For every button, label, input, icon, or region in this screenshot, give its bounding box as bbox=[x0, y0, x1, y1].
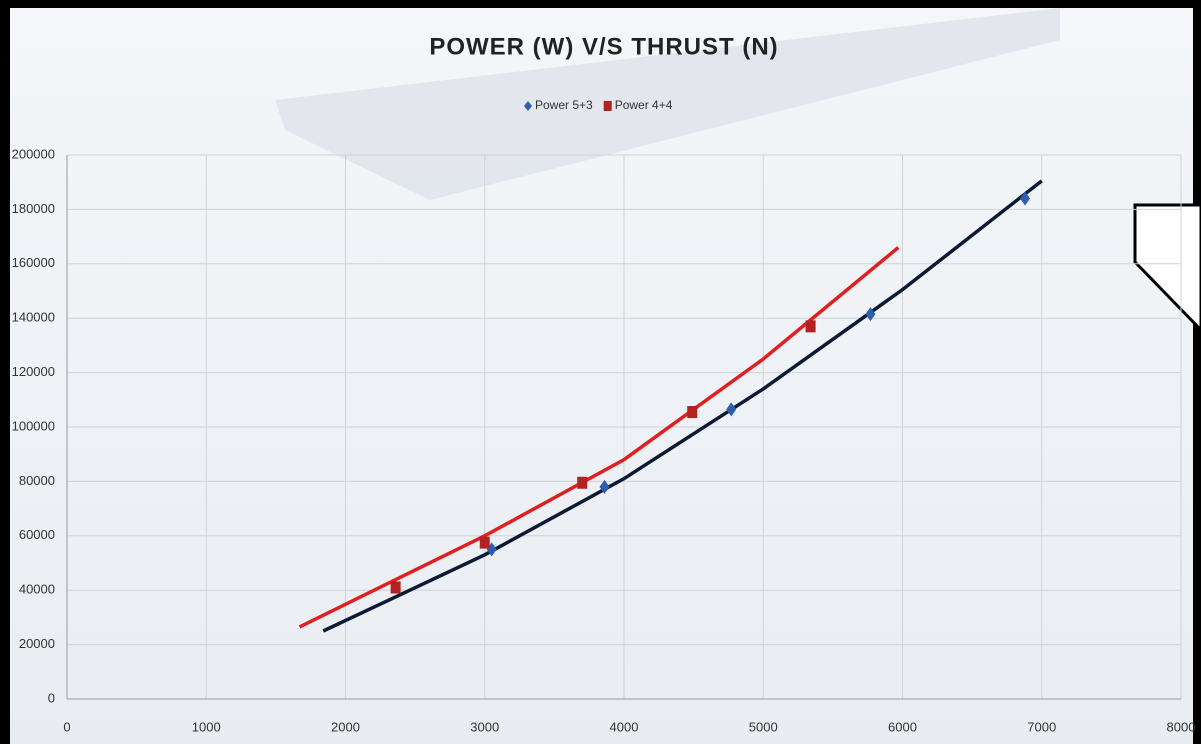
point bbox=[390, 581, 401, 594]
y-tick-label: 140000 bbox=[12, 310, 55, 325]
y-tick-label: 160000 bbox=[12, 255, 55, 270]
point bbox=[687, 406, 698, 419]
y-tick-label: 120000 bbox=[12, 364, 55, 379]
x-tick-label: 7000 bbox=[1027, 719, 1056, 734]
y-tick-label: 20000 bbox=[19, 636, 55, 651]
x-tick-label: 6000 bbox=[888, 719, 917, 734]
y-tick-label: 80000 bbox=[19, 473, 55, 488]
trendline bbox=[322, 179, 1043, 633]
point bbox=[726, 402, 737, 417]
wing-shape bbox=[275, 8, 1060, 200]
x-tick-label: 4000 bbox=[610, 719, 639, 734]
x-tick-label: 5000 bbox=[749, 719, 778, 734]
point bbox=[1020, 191, 1031, 206]
y-tick-label: 0 bbox=[48, 690, 55, 705]
y-tick-label: 100000 bbox=[12, 418, 55, 433]
callout-bubble bbox=[1133, 203, 1201, 333]
legend-marker bbox=[603, 101, 612, 111]
x-tick-label: 2000 bbox=[331, 719, 360, 734]
y-tick-label: 200000 bbox=[12, 146, 55, 161]
point bbox=[599, 479, 610, 494]
y-tick-label: 40000 bbox=[19, 582, 55, 597]
x-tick-label: 0 bbox=[63, 719, 70, 734]
legend-marker bbox=[524, 101, 532, 111]
legend-label: Power 5+3 bbox=[535, 98, 593, 112]
point bbox=[805, 320, 816, 333]
y-tick-label: 60000 bbox=[19, 527, 55, 542]
point bbox=[577, 476, 588, 489]
chart-title: POWER (W) V/S THRUST (N) bbox=[429, 33, 778, 60]
point bbox=[479, 536, 490, 549]
x-tick-label: 3000 bbox=[470, 719, 499, 734]
point bbox=[865, 307, 876, 322]
x-tick-label: 8000 bbox=[1167, 719, 1196, 734]
x-tick-label: 1000 bbox=[192, 719, 221, 734]
y-tick-label: 180000 bbox=[12, 201, 55, 216]
legend-label: Power 4+4 bbox=[615, 98, 673, 112]
